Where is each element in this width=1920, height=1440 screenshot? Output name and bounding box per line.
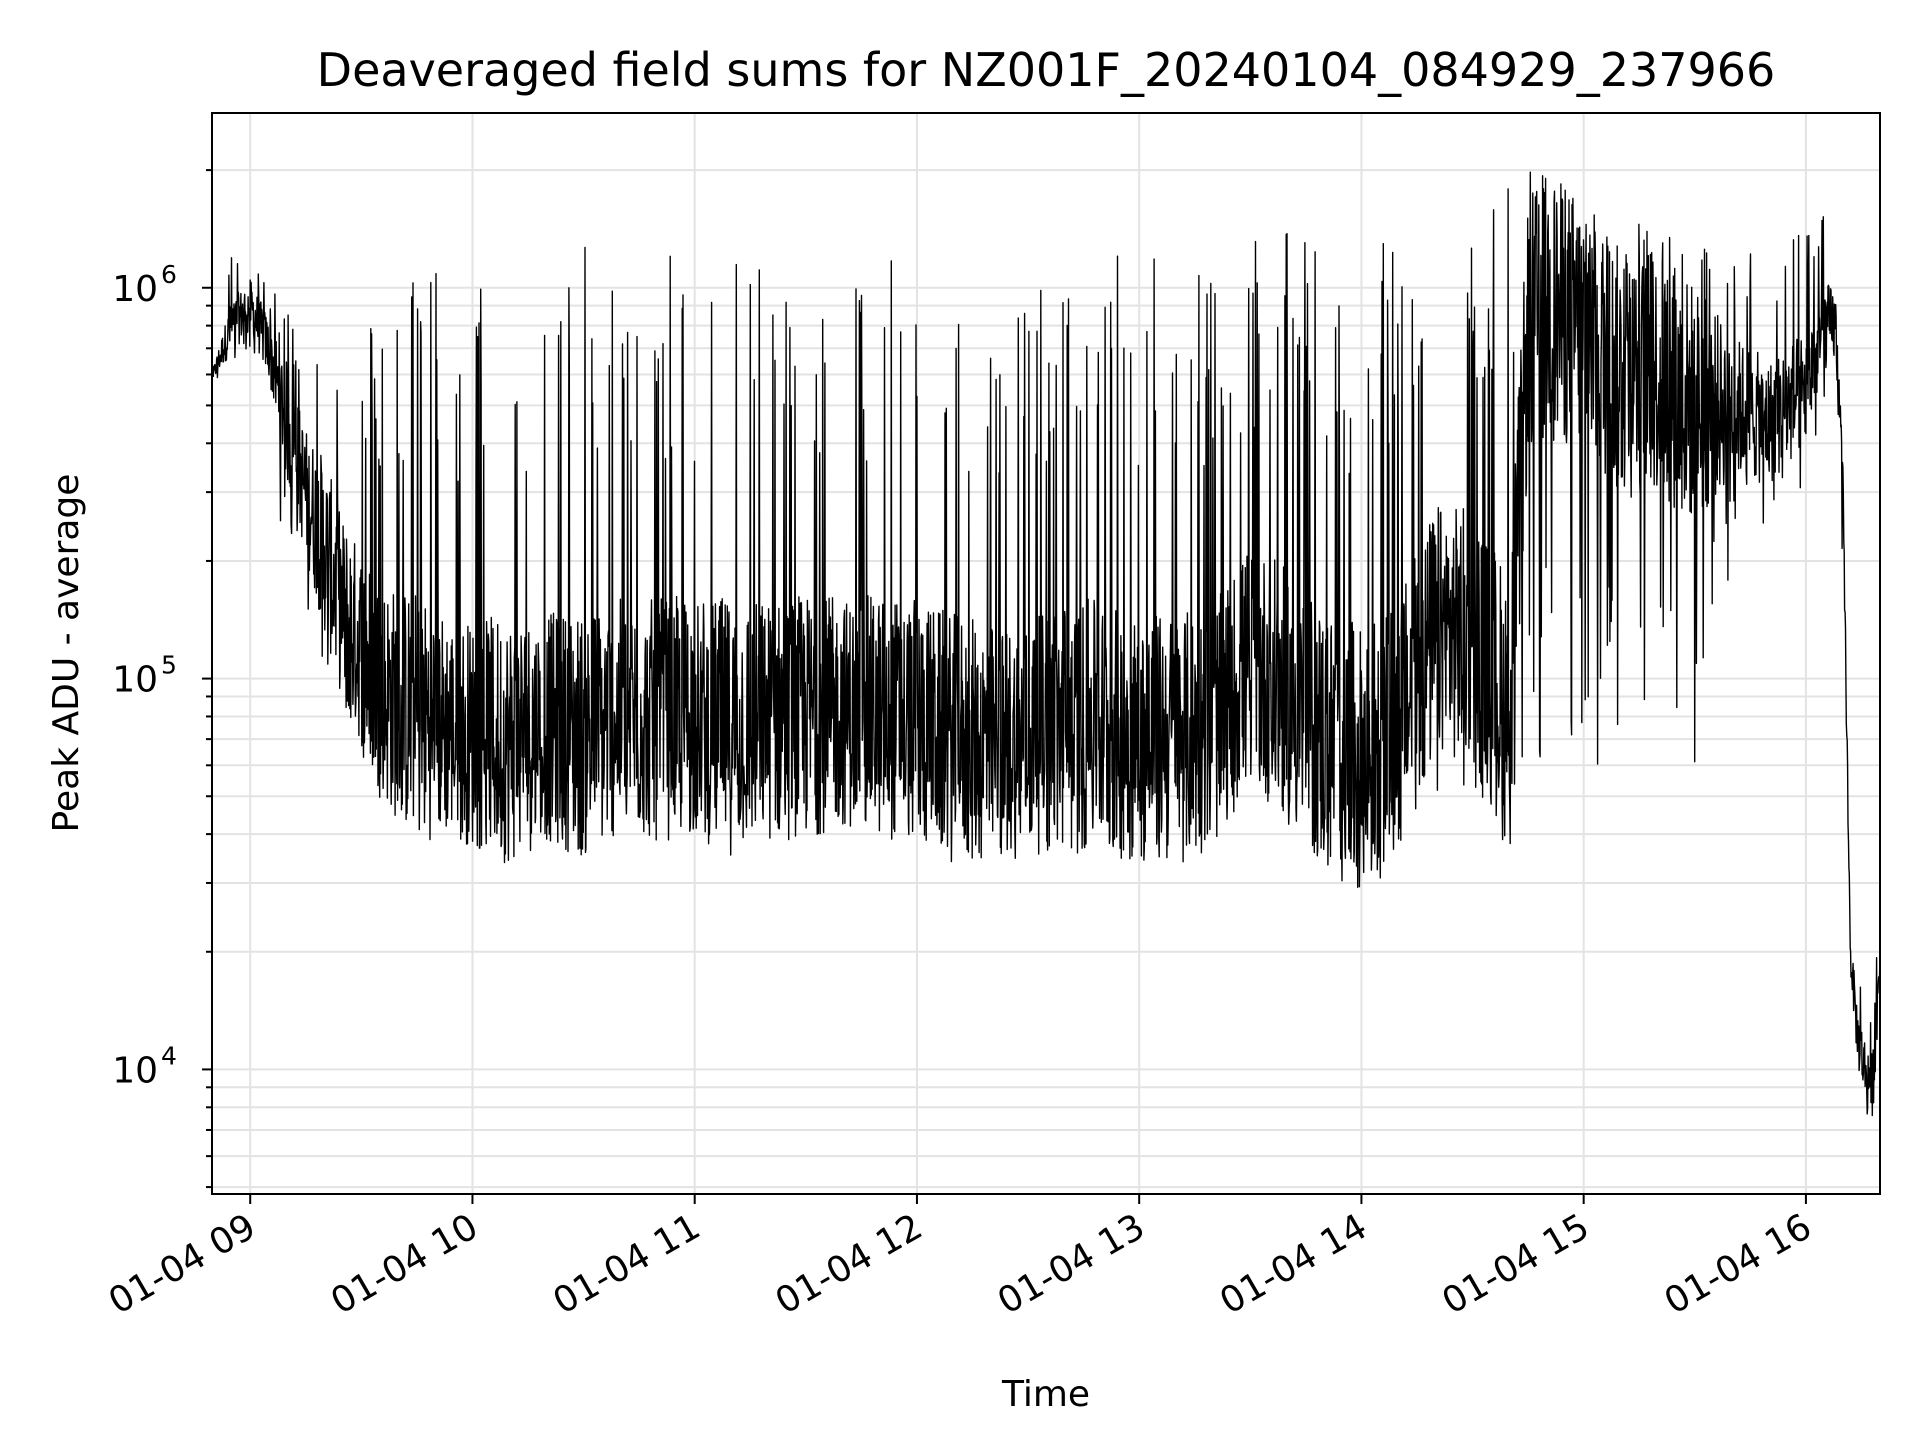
y-tick-exponent: 5 xyxy=(161,651,177,680)
x-axis-label: Time xyxy=(1001,1374,1090,1415)
chart-title: Deaveraged field sums for NZ001F_2024010… xyxy=(317,43,1776,97)
y-tick-label: 10 5 xyxy=(112,651,177,701)
x-tick-label: 01-04 11 xyxy=(547,1206,708,1322)
plot-frame xyxy=(211,112,1881,1195)
y-tick-exponent: 6 xyxy=(161,260,177,289)
x-tick-label: 01-04 15 xyxy=(1436,1206,1597,1322)
y-tick-base: 10 xyxy=(112,1050,158,1091)
x-tick-label: 01-04 09 xyxy=(102,1206,263,1322)
y-tick-base: 10 xyxy=(112,660,158,701)
plot-area xyxy=(212,171,1881,1117)
x-axis: 01-04 09 01-04 10 01-04 11 01-04 12 01-04 13… xyxy=(102,1194,1818,1323)
y-tick-label: 10 6 xyxy=(112,260,177,310)
y-tick-label: 10 4 xyxy=(112,1041,177,1091)
series-line xyxy=(212,171,1881,1117)
y-axis-label: Peak ADU - average xyxy=(46,474,87,833)
x-tick-label: 01-04 10 xyxy=(324,1206,485,1322)
y-tick-base: 10 xyxy=(112,269,158,310)
x-tick-label: 01-04 13 xyxy=(991,1206,1152,1322)
x-tick-label: 01-04 12 xyxy=(769,1206,930,1322)
y-tick-exponent: 4 xyxy=(161,1041,177,1070)
x-tick-label: 01-04 16 xyxy=(1658,1206,1819,1322)
x-tick-label: 01-04 14 xyxy=(1213,1206,1374,1322)
